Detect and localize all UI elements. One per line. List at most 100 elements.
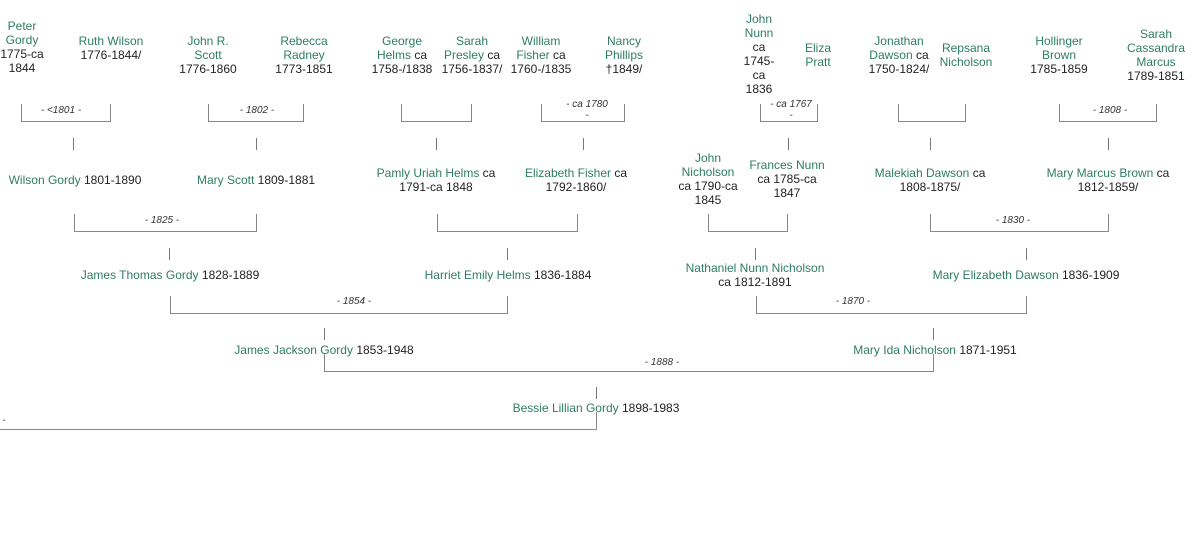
person-name: James Jackson Gordy [234,343,353,357]
person-hollinger-brown[interactable]: Hollinger Brown 1785-1859 [1024,34,1094,76]
descent-line [256,138,257,150]
marriage-year: - <1801 - [31,105,91,116]
descent-line [1108,138,1109,150]
person-dates: ca 1812-1859/ [1077,166,1170,194]
person-dates: 1789-1851 [1127,69,1185,83]
person-name: Frances Nunn [749,158,825,172]
marriage-bracket [170,296,508,314]
person-name: Sarah Cassandra Marcus [1126,27,1186,69]
person-mary-ida-nicholson[interactable]: Mary Ida Nicholson 1871-1951 [826,343,1044,357]
person-repsana-nicholson[interactable]: Repsana Nicholson [933,41,999,69]
descent-line [583,138,584,150]
person-dates: 1801-1890 [83,173,142,187]
person-elizabeth-fisher[interactable]: Elizabeth Fisher ca 1792-1860/ [514,166,638,194]
person-name: Hollinger Brown [1035,34,1083,62]
person-name: John R. Scott [187,34,229,62]
descent-line [73,138,74,150]
person-dates: ca 1812-1891 [718,275,792,289]
person-james-jackson-gordy[interactable]: James Jackson Gordy 1853-1948 [214,343,434,357]
person-dates: 1898-1983 [622,401,680,415]
person-harriet-emily-helms[interactable]: Harriet Emily Helms 1836-1884 [398,268,618,282]
descent-line [436,138,437,150]
person-dates: ca 1792-1860/ [545,166,628,194]
person-george-helms[interactable]: George Helms ca 1758-/1838 [366,34,438,76]
person-name: Malekiah Dawson [874,166,970,180]
person-dates: ca 1785-ca 1847 [757,172,817,200]
person-frances-nunn[interactable]: Frances Nunn ca 1785-ca 1847 [744,158,830,200]
person-william-fisher[interactable]: William Fisher ca 1760-/1835 [507,34,575,76]
marriage-bracket [930,214,1109,232]
marriage-bracket [21,104,111,122]
descent-line [788,138,789,150]
person-name: Peter Gordy [5,19,39,47]
person-name: Bessie Lillian Gordy [512,401,619,415]
marriage-year: - 1825 - [138,215,186,226]
person-john-r-scott[interactable]: John R. Scott 1776-1860 [172,34,244,76]
marriage-bracket [541,104,625,122]
marriage-bracket [324,354,934,372]
person-dates: 1828-1889 [201,268,260,282]
marriage-year: - 1802 - [230,105,284,116]
person-james-thomas-gordy[interactable]: James Thomas Gordy 1828-1889 [60,268,280,282]
person-name: Nancy Phillips [604,34,643,62]
person-sarah-presley[interactable]: Sarah Presley ca 1756-1837/ [438,34,506,76]
person-dates: 1836-1909 [1062,268,1120,282]
marriage-year: - 1808 - [1088,105,1132,116]
person-mary-elizabeth-dawson[interactable]: Mary Elizabeth Dawson 1836-1909 [918,268,1134,282]
person-name: Mary Marcus Brown [1046,166,1154,180]
person-nancy-phillips[interactable]: Nancy Phillips †1849/ [596,34,652,76]
person-dates: 1775-ca 1844 [0,47,44,75]
person-name: Jonathan Dawson [869,34,924,62]
person-mary-scott[interactable]: Mary Scott 1809-1881 [186,173,326,187]
descent-line [596,387,597,399]
person-mary-marcus-brown[interactable]: Mary Marcus Brown ca 1812-1859/ [1040,166,1176,194]
marriage-bracket [437,214,578,232]
marriage-year: - 1854 - [330,296,378,307]
person-name: George Helms [376,34,423,62]
person-dates: ca 1808-1875/ [899,166,986,194]
marriage-year: - ca 1767 - [768,99,814,121]
person-name: Mary Elizabeth Dawson [932,268,1059,282]
descent-line [169,248,170,260]
person-name: Eliza Pratt [804,41,831,69]
marriage-bracket [74,214,257,232]
person-jonathan-dawson[interactable]: Jonathan Dawson ca 1750-1824/ [864,34,934,76]
person-rebecca-radney[interactable]: Rebecca Radney 1773-1851 [266,34,342,76]
person-peter-gordy[interactable]: Peter Gordy 1775-ca 1844 [0,19,44,75]
person-name: Nathaniel Nunn Nicholson [685,261,825,275]
person-bessie-lillian-gordy[interactable]: Bessie Lillian Gordy 1898-1983 [486,401,706,415]
person-dates: 1773-1851 [275,62,333,76]
descent-line [933,328,934,340]
person-sarah-cassandra-marcus[interactable]: Sarah Cassandra Marcus 1789-1851 [1120,27,1192,83]
person-dates: ca 1745-ca 1836 [743,40,775,96]
marriage-bracket [898,104,966,122]
person-pamly-uriah-helms[interactable]: Pamly Uriah Helms ca 1791-ca 1848 [366,166,506,194]
marriage-year: - 1830 - [989,215,1037,226]
person-name: Mary Ida Nicholson [853,343,956,357]
person-name: Elizabeth Fisher [524,166,611,180]
person-name: John Nunn [744,12,774,40]
person-dates: 1853-1948 [356,343,414,357]
person-dates: ca 1790-ca 1845 [678,179,738,207]
marriage-year: - 1870 - [829,296,877,307]
person-malekiah-dawson[interactable]: Malekiah Dawson ca 1808-1875/ [860,166,1000,194]
person-name: Repsana Nicholson [939,41,993,69]
person-dates: 1836-1884 [533,268,592,282]
person-wilson-gordy[interactable]: Wilson Gordy 1801-1890 [0,173,150,187]
person-john-nicholson[interactable]: John Nicholson ca 1790-ca 1845 [677,151,739,207]
person-name: Sarah Presley [443,34,489,62]
person-nathaniel-nunn-nicholson[interactable]: Nathaniel Nunn Nicholson ca 1812-1891 [670,261,840,289]
marriage-bracket [0,412,597,430]
person-dates: 1785-1859 [1030,62,1088,76]
person-name: Mary Scott [196,173,255,187]
person-john-nunn[interactable]: John Nunn ca 1745-ca 1836 [739,12,779,96]
marriage-bracket [756,296,1027,314]
person-dates: ca 1760-/1835 [510,48,572,76]
marriage-bracket [1059,104,1157,122]
descent-line [930,138,931,150]
person-eliza-pratt[interactable]: Eliza Pratt [798,41,838,69]
person-name: Wilson Gordy [8,173,81,187]
descent-line [1026,248,1027,260]
person-ruth-wilson[interactable]: Ruth Wilson 1776-1844/ [70,34,152,62]
person-name: William Fisher [516,34,561,62]
